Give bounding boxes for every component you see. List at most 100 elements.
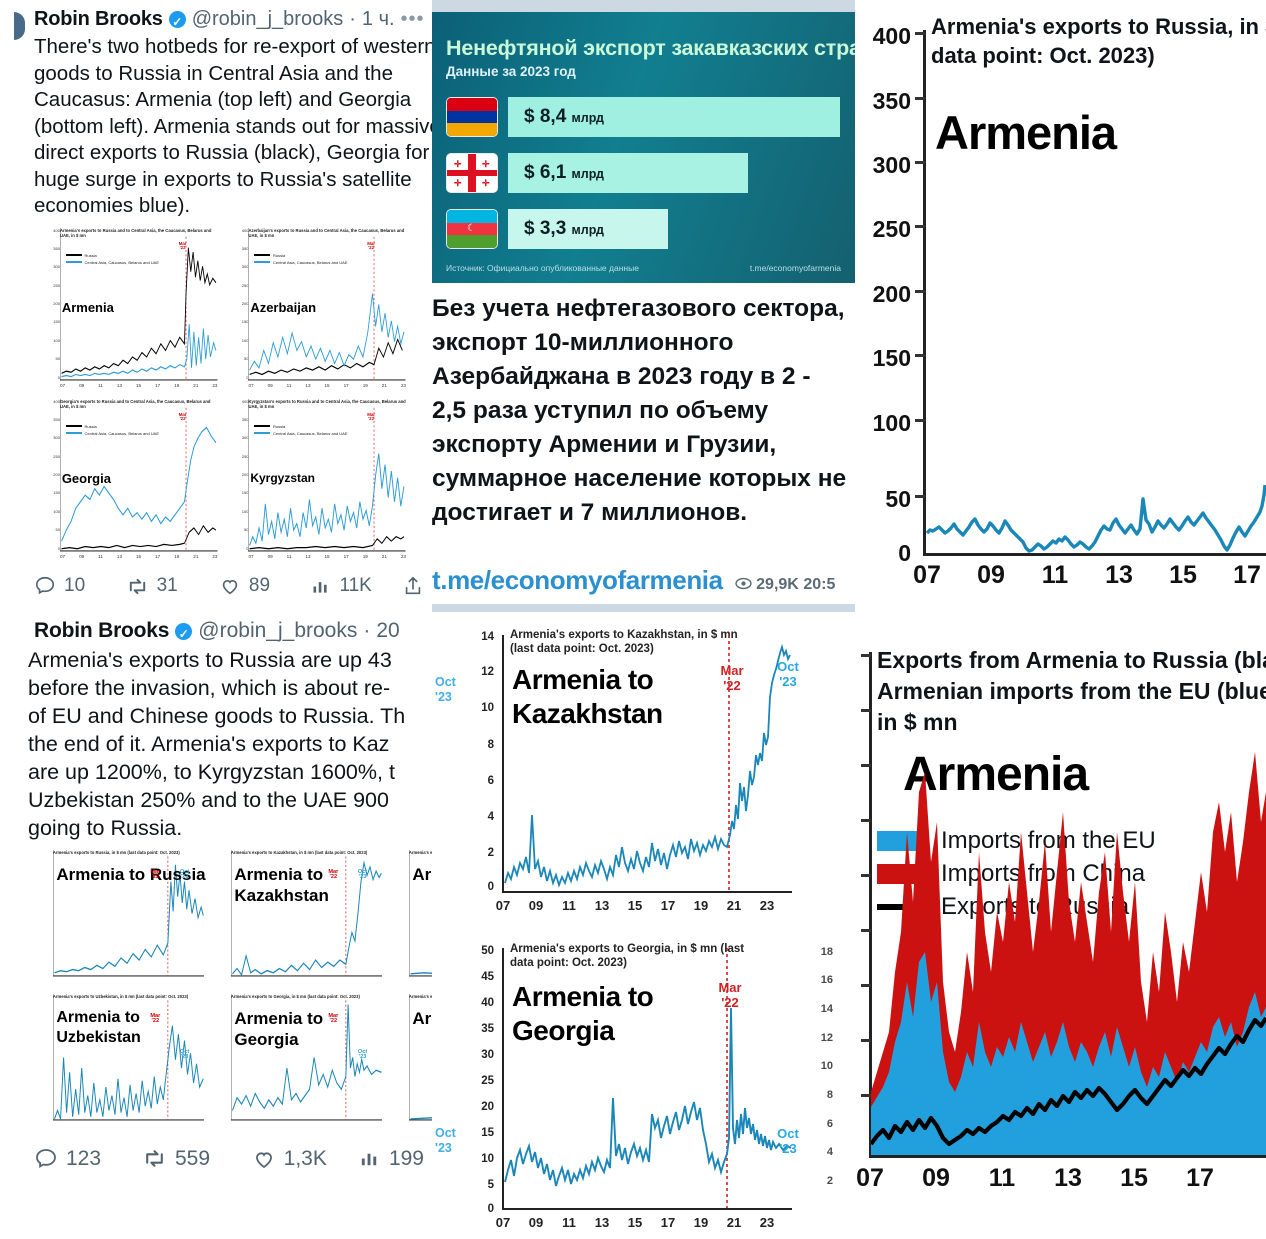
tweet-card-top[interactable]: Robin Brooks @robin_j_brooks · 1 ч. ••• …: [0, 0, 432, 612]
verified-badge-icon: [168, 9, 186, 35]
y-tick: 300: [53, 435, 60, 441]
mini-chart-kyrgyzstan[interactable]: Kyrgyzstan's exports to Russia and to Ce…: [222, 396, 408, 565]
mini-chart-armenia-to-kyrgyzstan[interactable]: Armenia's exports to Kyrgyzstan, in $ mn…: [388, 848, 432, 988]
tweet-media-chart-grid[interactable]: Armenia's exports to Russia and to Centr…: [8, 225, 408, 565]
chart-title-line: Armenia's exports to Russia, in $: [931, 14, 1266, 39]
x-tick: 13: [305, 553, 311, 559]
tweet-action-bar[interactable]: 10 31 89 11K: [8, 575, 424, 598]
x-tick-label: 17: [1233, 561, 1261, 589]
retweet-button[interactable]: 31: [126, 575, 219, 598]
mini-chart-armenia-to-uae[interactable]: Armenia's exports to the UAE, in $ mn (l…: [388, 992, 432, 1132]
mini-chart-armenia-to-uzbekistan[interactable]: Armenia's exports to Uzbekistan, in $ mn…: [32, 992, 206, 1132]
right-axis-tick-label: 8: [826, 1089, 833, 1101]
like-button[interactable]: 89: [219, 575, 311, 597]
y-axis-tick: [861, 874, 871, 877]
reply-button[interactable]: 10: [34, 575, 126, 597]
telegram-channel-link[interactable]: t.me/economyofarmenia: [432, 565, 723, 595]
y-axis-tick: [861, 929, 871, 932]
value-unit: млрд: [571, 223, 604, 237]
more-options-icon[interactable]: •••: [400, 8, 425, 30]
label-line: Armenia to: [234, 1009, 324, 1028]
mini-chart-legend: Russia Central Asia, Caucasus, Belarus a…: [65, 253, 160, 265]
like-button[interactable]: 1,3K: [252, 1147, 358, 1171]
x-tick: 11: [286, 382, 292, 388]
x-tick-label: 15: [1169, 561, 1197, 589]
reply-button[interactable]: 123: [34, 1147, 142, 1171]
x-tick: 11: [286, 553, 292, 559]
mini-chart-armenia-to-kazakhstan[interactable]: Armenia's exports to Kazakhstan, in $ mn…: [210, 848, 384, 988]
x-tick: 23: [212, 382, 218, 388]
tweet-card-bottom[interactable]: Robin Brooks @robin_j_brooks · 20 Armeni…: [0, 612, 432, 1239]
y-tick-label: 300: [872, 152, 911, 178]
tweet-handle[interactable]: @robin_j_brooks: [191, 8, 344, 30]
tweet-timestamp[interactable]: 20: [376, 619, 400, 642]
tweet-line: direct exports to Russia (black), Georgi…: [34, 141, 432, 164]
y-tick: 250: [53, 453, 60, 459]
chart-armenia-exports-russia[interactable]: 400 350 300 250 200 150 100 50 0 Armenia…: [855, 0, 1266, 612]
y-tick-label: 10: [481, 1153, 494, 1165]
y-axis-tick: [861, 819, 871, 822]
label-line: Armenia: [412, 865, 432, 884]
tweet-action-bar[interactable]: 123 559 1,3K 199: [8, 1146, 424, 1171]
legend-label: Russia: [273, 423, 286, 429]
chart-armenia-trade-stacked[interactable]: Exports from Armenia to Russia (blac Arm…: [855, 612, 1266, 1239]
telegram-views: 29,9K 20:5: [735, 576, 835, 594]
chart-armenia-to-georgia[interactable]: Oct '23 50 45 40 35 30 25 20 15 10 5 0 1…: [432, 930, 855, 1239]
value-number: $ 8,4: [524, 106, 567, 127]
armenia-flag-icon: [446, 97, 498, 137]
infographic-channel-link[interactable]: t.me/economyofarmenia: [749, 263, 841, 273]
chart-title: Armenia's exports to Russia, in $ data p…: [931, 12, 1266, 70]
retweet-count: 31: [156, 575, 178, 596]
tweet-line: economies blue).: [34, 194, 191, 217]
x-tick: 15: [324, 382, 330, 388]
chart-title-line: data point: Oct. 2023): [510, 957, 627, 969]
x-tick-label: 07: [495, 1215, 511, 1230]
label-line: '23: [779, 674, 797, 689]
x-axis-line: [869, 1155, 1266, 1158]
x-tick: 11: [98, 553, 103, 559]
x-tick: 07: [59, 382, 66, 388]
x-tick-label: 23: [759, 1215, 775, 1230]
y-tick: 350: [241, 245, 249, 251]
share-button[interactable]: [402, 575, 424, 597]
tweet-timestamp[interactable]: 1 ч.: [361, 8, 395, 30]
label-line: '22: [721, 995, 739, 1010]
label-line: Georgia: [512, 1015, 615, 1046]
y-tick: 50: [244, 527, 249, 533]
tweet-media-chart-grid[interactable]: Armenia's exports to Russia, in $ mn (la…: [8, 848, 432, 1132]
x-axis-line: [923, 553, 1266, 556]
georgia-flag-icon: ✛ ✛ ✛ ✛: [446, 153, 498, 193]
mini-chart-big-label: Armenia to Russia: [56, 864, 205, 885]
tweet-separator: ·: [363, 619, 371, 642]
infographic-title: Ненефтяной экспорт закавказских стран: [446, 36, 855, 60]
views-button[interactable]: 199: [358, 1147, 424, 1171]
mini-chart-azerbaijan[interactable]: Azerbaijan's exports to Russia and to Ce…: [222, 225, 408, 394]
legend-label: Central Asia, Caucasus, Belarus and UAE: [273, 430, 348, 436]
mini-chart-big-label: Georgia: [61, 470, 111, 486]
mini-chart-big-label: Kyrgyzstan: [250, 470, 315, 485]
mini-chart-armenia[interactable]: Armenia's exports to Russia and to Centr…: [34, 225, 220, 394]
tweet-line: goods to Russia in Central Asia and the: [34, 61, 393, 85]
x-tick: 09: [79, 382, 85, 388]
views-button[interactable]: 11K: [310, 575, 402, 597]
mini-chart-plot: [59, 398, 218, 552]
legend-label: Central Asia, Caucasus, Belarus and UAE: [84, 259, 160, 265]
tweet-line: going to Russia.: [28, 816, 183, 840]
chart-title-line: data point: Oct. 2023): [931, 43, 1155, 68]
mini-chart-armenia-to-russia[interactable]: Armenia's exports to Russia, in $ mn (la…: [32, 848, 206, 988]
tweet-handle[interactable]: @robin_j_brooks: [198, 619, 358, 642]
retweet-button[interactable]: 559: [142, 1146, 252, 1171]
x-tick: 17: [343, 553, 349, 559]
mini-chart-x-axis: 07 09 11 13 15 17 19 21 23: [60, 383, 218, 393]
telegram-post[interactable]: Ненефтяной экспорт закавказских стран Да…: [432, 0, 855, 612]
label-line: Oct: [435, 675, 456, 689]
chart-armenia-to-kazakhstan[interactable]: Oct '23 14 12 10 8 6 4 2 0 Armenia's exp…: [432, 615, 855, 927]
infographic-bar: $ 6,1 млрд: [508, 153, 748, 193]
label-line: to Russia: [129, 865, 206, 884]
y-axis-tick: [915, 419, 925, 422]
x-tick-label: 17: [660, 898, 676, 913]
mini-chart-armenia-to-georgia-small[interactable]: Armenia's exports to Georgia, in $ mn (l…: [210, 992, 384, 1132]
x-tick: 13: [116, 382, 123, 388]
mini-chart-georgia[interactable]: Georgia's exports to Russia and to Centr…: [34, 396, 220, 565]
